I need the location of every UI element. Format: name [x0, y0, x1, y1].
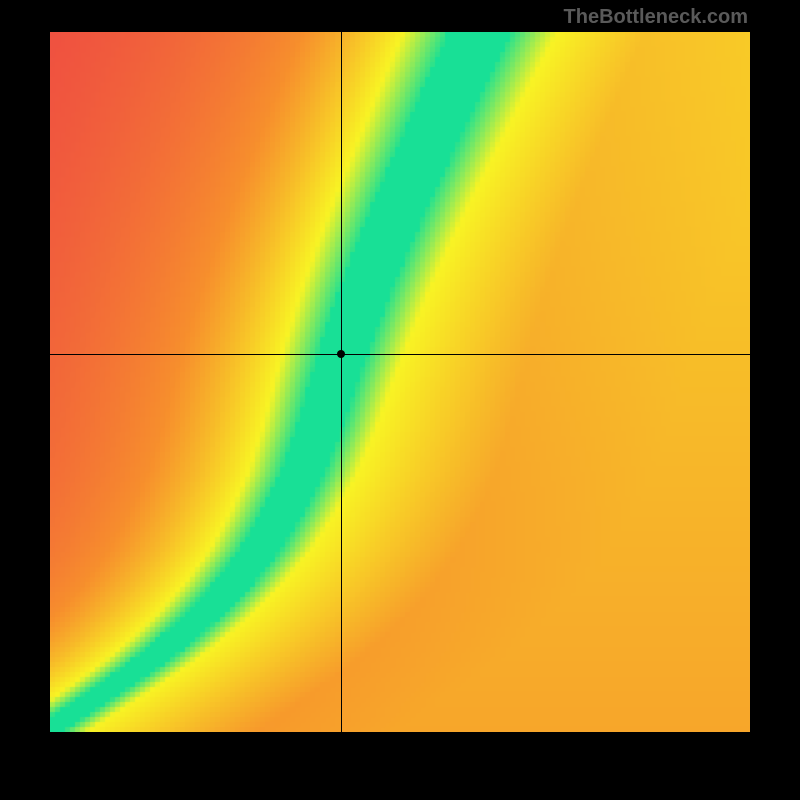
crosshair-vertical — [341, 32, 342, 732]
heatmap-canvas — [50, 32, 750, 732]
crosshair-horizontal — [50, 354, 750, 355]
watermark-text: TheBottleneck.com — [564, 6, 748, 29]
marker-dot — [337, 350, 345, 358]
plot-area — [50, 32, 750, 732]
chart-container: TheBottleneck.com — [0, 0, 800, 800]
